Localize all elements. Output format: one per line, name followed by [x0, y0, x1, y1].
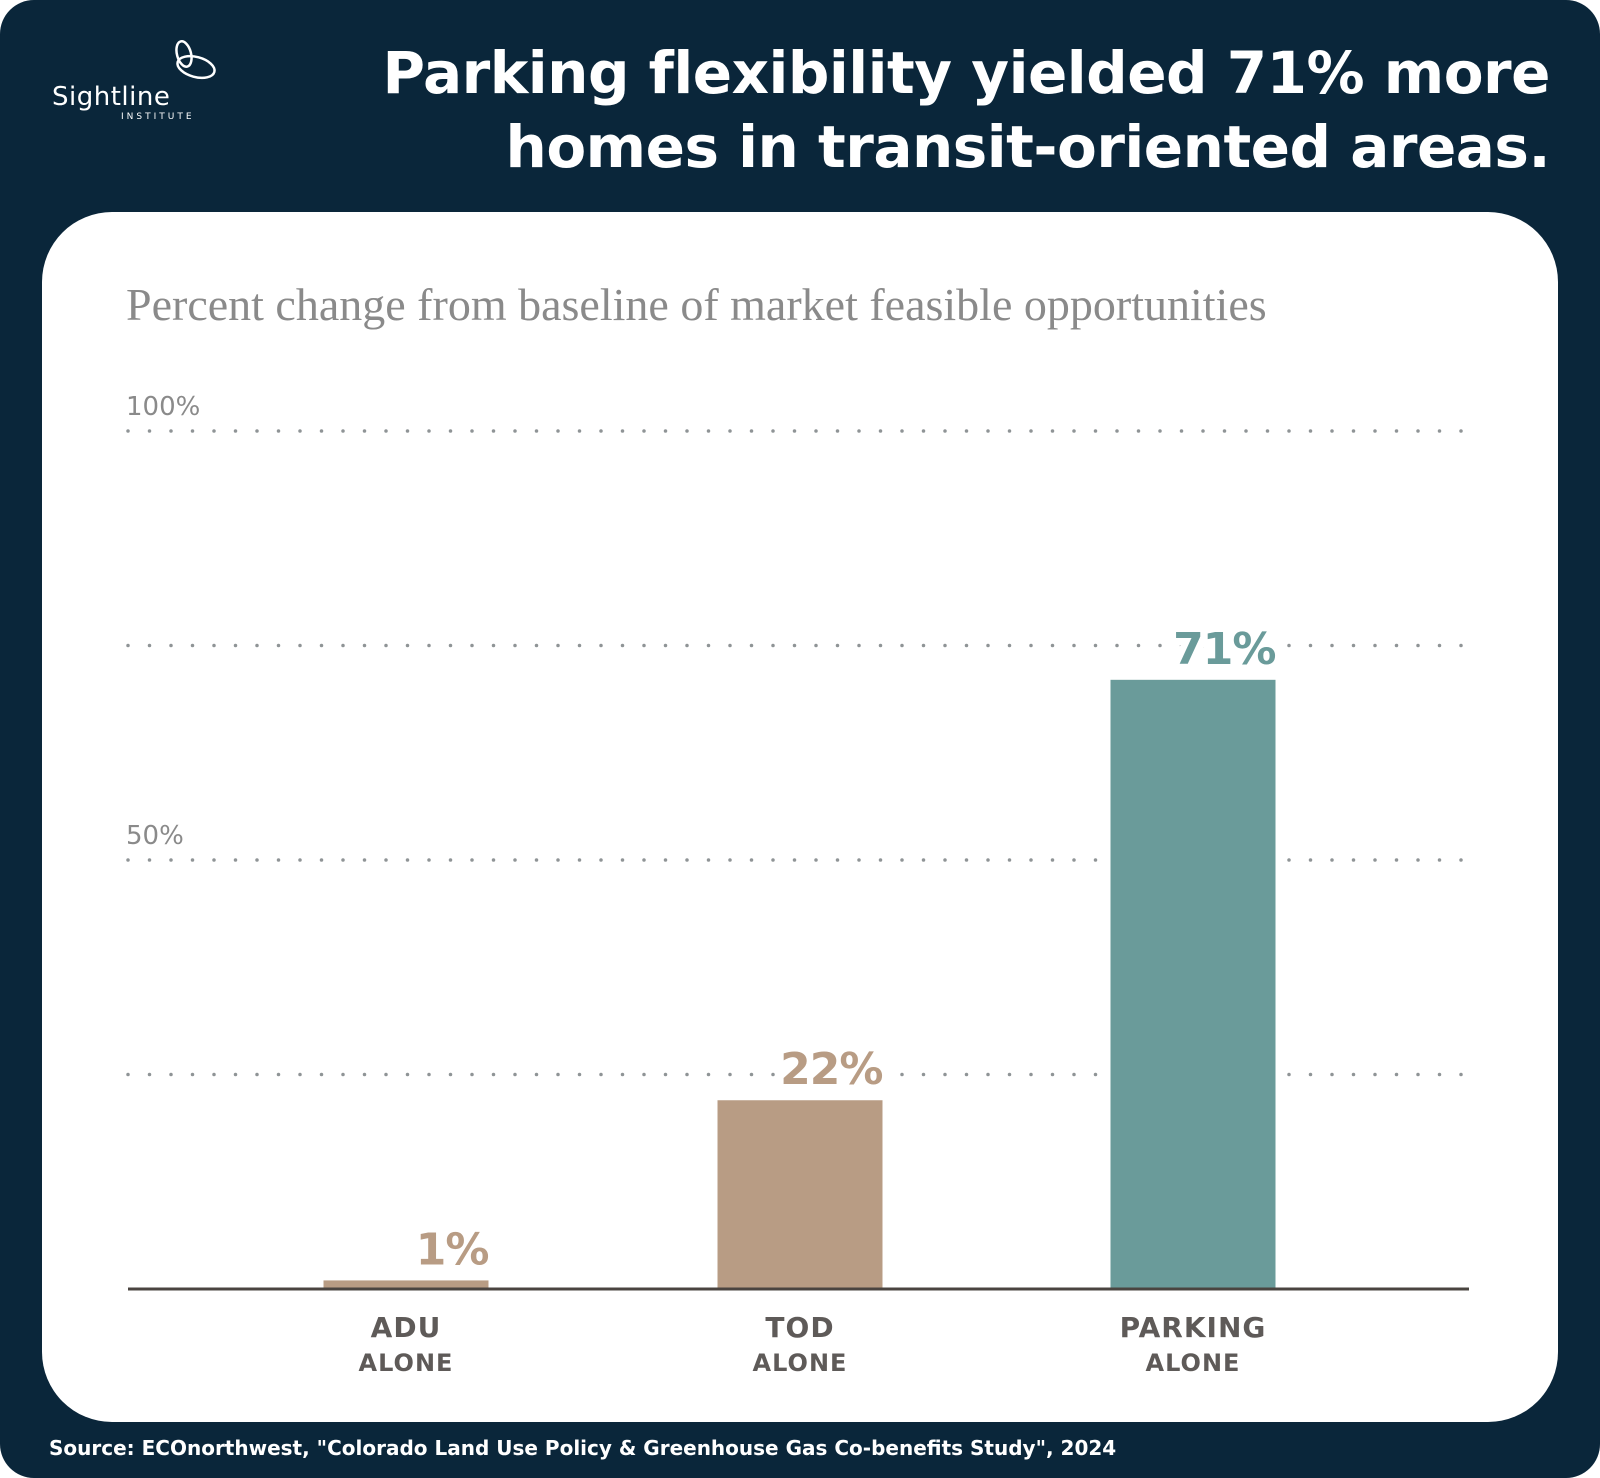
bar-adu — [323, 1280, 489, 1289]
data-label-parking: 71% — [1173, 624, 1275, 675]
category-label-line1: ADU — [371, 1311, 442, 1344]
y-tick-label-50: 50% — [126, 821, 184, 851]
bar-tod — [717, 1100, 883, 1289]
data-label-tod: 22% — [780, 1044, 882, 1095]
data-label-adu: 1% — [416, 1224, 489, 1275]
chart-title: Percent change from baseline of market f… — [126, 279, 1267, 330]
category-label-line2: ALONE — [753, 1349, 848, 1377]
source-note: Source: ECOnorthwest, "Colorado Land Use… — [49, 1436, 1117, 1460]
category-label-line1: PARKING — [1120, 1311, 1267, 1344]
sightline-logo: Sightline INSTITUTE — [52, 40, 222, 130]
y-tick-label-100: 100% — [126, 392, 200, 422]
bar-parking — [1110, 679, 1276, 1289]
category-label-line2: ALONE — [1146, 1349, 1241, 1377]
logo-subtitle: INSTITUTE — [121, 112, 195, 122]
headline: Parking flexibility yielded 71% more hom… — [382, 39, 1551, 181]
logo-knot-icon — [175, 40, 216, 80]
logo-wordmark: Sightline — [52, 82, 171, 112]
category-label-line1: TOD — [765, 1311, 834, 1344]
category-label-line2: ALONE — [359, 1349, 454, 1377]
